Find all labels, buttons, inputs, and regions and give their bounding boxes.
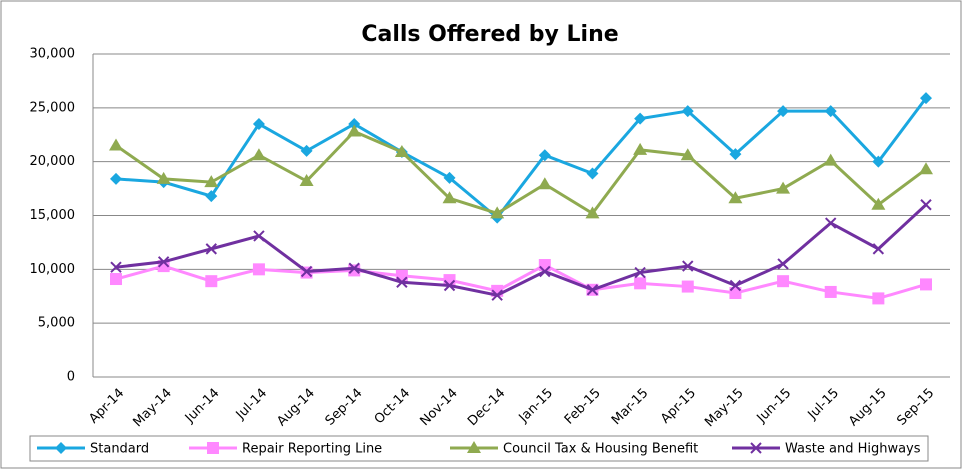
marker (205, 275, 218, 288)
marker (490, 206, 505, 219)
series-line (115, 263, 927, 300)
marker (110, 261, 122, 273)
marker (537, 177, 552, 190)
marker (300, 144, 313, 157)
marker (872, 243, 885, 255)
marker (777, 275, 790, 288)
marker (443, 279, 456, 292)
marker (823, 153, 838, 166)
marker (443, 171, 456, 184)
marker (205, 243, 218, 255)
marker (920, 92, 932, 105)
marker (109, 138, 123, 151)
marker (205, 190, 218, 203)
marker (347, 124, 362, 137)
marker (252, 117, 265, 130)
marker (586, 167, 599, 180)
marker (348, 262, 360, 274)
y-tick-label: 20,000 (30, 154, 76, 169)
marker (299, 174, 314, 187)
marker (634, 266, 646, 279)
y-tick-label: 10,000 (30, 262, 76, 277)
marker (680, 148, 695, 161)
y-tick-label: 5,000 (38, 316, 75, 331)
legend-label: Repair Reporting Line (242, 442, 382, 457)
y-tick-label: 15,000 (30, 208, 76, 223)
marker (394, 144, 409, 157)
marker (919, 162, 933, 175)
marker (682, 260, 694, 272)
marker (824, 105, 837, 118)
marker (110, 172, 122, 185)
marker (396, 276, 408, 288)
chart-title: Calls Offered by Line (361, 22, 618, 47)
marker (253, 230, 265, 242)
legend-label: Standard (90, 442, 149, 457)
marker (634, 112, 647, 125)
marker (729, 287, 742, 300)
y-tick-label: 25,000 (30, 100, 76, 115)
marker (300, 265, 313, 278)
marker (681, 105, 694, 118)
marker (585, 206, 600, 219)
series-line (115, 129, 927, 216)
marker (633, 142, 648, 155)
marker (252, 263, 265, 276)
marker (777, 105, 790, 118)
marker (681, 280, 694, 293)
legend-label: Council Tax & Housing Benefit (503, 442, 698, 457)
legend-label: Waste and Highways (785, 442, 921, 457)
marker (750, 442, 762, 454)
marker (871, 197, 886, 210)
marker (157, 256, 170, 268)
series-line (115, 97, 928, 220)
marker (110, 273, 122, 286)
series-line (115, 203, 928, 297)
marker (920, 278, 932, 291)
marker (634, 277, 647, 290)
marker (824, 217, 837, 229)
marker (491, 289, 503, 301)
marker (586, 284, 599, 296)
marker (777, 258, 789, 270)
marker (156, 171, 171, 184)
marker (539, 265, 551, 278)
marker (824, 285, 837, 298)
marker (872, 155, 885, 168)
marker (251, 148, 266, 161)
marker (55, 442, 67, 454)
marker (538, 259, 551, 272)
marker (729, 279, 742, 292)
marker (920, 199, 932, 211)
marker (467, 441, 481, 453)
marker (872, 292, 885, 305)
marker (728, 191, 743, 204)
marker (442, 191, 457, 204)
marker (348, 117, 361, 130)
marker (204, 175, 219, 188)
y-tick-label: 0 (67, 370, 75, 385)
marker (776, 181, 791, 194)
y-tick-label: 30,000 (30, 47, 76, 62)
marker (729, 148, 742, 161)
marker (538, 149, 551, 162)
marker (207, 442, 219, 454)
legend-box (29, 435, 929, 462)
